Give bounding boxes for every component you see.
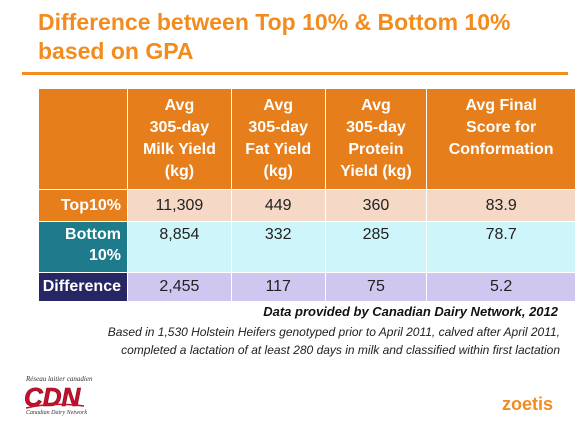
row-label-line: 10% bbox=[88, 247, 121, 264]
col-header-line: 305-day bbox=[346, 119, 406, 136]
title-divider bbox=[22, 72, 568, 75]
cell-milk-yield: 11,309 bbox=[127, 189, 232, 222]
col-header-line: 305-day bbox=[248, 119, 308, 136]
cdn-name: Canadian Dairy Network bbox=[26, 410, 87, 416]
cdn-tagline: Réseau laitier canadien bbox=[25, 375, 93, 383]
col-header-line: (kg) bbox=[164, 163, 195, 180]
col-header-line: Conformation bbox=[448, 141, 554, 158]
col-header-line: (kg) bbox=[263, 163, 293, 180]
cell-protein-yield: 360 bbox=[324, 189, 428, 222]
col-header-milk-yield: Avg 305-day Milk Yield (kg) bbox=[127, 88, 232, 190]
methodology-note-line-1: Based in 1,530 Holstein Heifers genotype… bbox=[107, 325, 560, 339]
col-header-line: 305-day bbox=[149, 119, 210, 136]
cell-final-score: 5.2 bbox=[426, 272, 576, 302]
data-source-credit: Data provided by Canadian Dairy Network,… bbox=[263, 304, 558, 319]
col-header-line: Avg bbox=[263, 97, 294, 114]
table-row-difference: Difference 2,455 117 75 5.2 bbox=[38, 272, 576, 302]
col-header-line: Avg bbox=[361, 97, 391, 114]
row-label-difference: Difference bbox=[38, 272, 128, 302]
col-header-line: Yield (kg) bbox=[340, 163, 412, 180]
row-label-top10: Top10% bbox=[38, 189, 128, 222]
cell-protein-yield: 75 bbox=[324, 272, 428, 302]
slide-title: Difference between Top 10% & Bottom 10% … bbox=[38, 8, 578, 66]
slide-title-line-1: Difference between Top 10% & Bottom 10% bbox=[38, 9, 511, 35]
cdn-swoosh bbox=[25, 403, 85, 409]
cell-fat-yield: 449 bbox=[230, 189, 326, 222]
row-label-bottom10: Bottom 10% bbox=[38, 221, 128, 273]
comparison-table: Avg 305-day Milk Yield (kg) Avg 305-day … bbox=[38, 88, 576, 302]
col-header-line: Fat Yield bbox=[245, 141, 312, 158]
methodology-note-line-2: completed a lactation of at least 280 da… bbox=[121, 343, 560, 357]
cdn-letters: CDN bbox=[24, 382, 82, 412]
cell-final-score: 83.9 bbox=[426, 189, 576, 222]
col-header-protein-yield: Avg 305-day Protein Yield (kg) bbox=[324, 88, 428, 190]
cell-milk-yield: 2,455 bbox=[127, 272, 232, 302]
col-header-line: Milk Yield bbox=[142, 141, 216, 158]
col-header-final-score: Avg Final Score for Conformation bbox=[426, 88, 576, 190]
col-header-line: Avg bbox=[164, 97, 195, 114]
zoetis-wordmark: zoetis bbox=[502, 394, 553, 414]
col-header-line: Score for bbox=[466, 119, 537, 136]
header-corner-cell bbox=[38, 88, 128, 190]
methodology-note: Based in 1,530 Holstein Heifers genotype… bbox=[20, 323, 560, 359]
row-label-line: Bottom bbox=[65, 226, 121, 243]
cell-fat-yield: 332 bbox=[230, 221, 326, 273]
col-header-line: Avg Final bbox=[465, 97, 537, 114]
table-row-top10: Top10% 11,309 449 360 83.9 bbox=[38, 189, 576, 222]
cell-fat-yield: 117 bbox=[230, 272, 326, 302]
cell-final-score: 78.7 bbox=[426, 221, 576, 273]
cell-milk-yield: 8,854 bbox=[127, 221, 232, 273]
cell-protein-yield: 285 bbox=[324, 221, 428, 273]
col-header-line: Protein bbox=[348, 141, 404, 158]
cdn-logo: Réseau laitier canadien CDN Canadian Dai… bbox=[24, 375, 93, 416]
col-header-fat-yield: Avg 305-day Fat Yield (kg) bbox=[230, 88, 326, 190]
slide-title-line-2: based on GPA bbox=[38, 38, 194, 64]
table-row-bottom10: Bottom 10% 8,854 332 285 78.7 bbox=[38, 221, 576, 273]
zoetis-logo: zoetis bbox=[502, 394, 553, 414]
header-row: Avg 305-day Milk Yield (kg) Avg 305-day … bbox=[38, 88, 576, 190]
